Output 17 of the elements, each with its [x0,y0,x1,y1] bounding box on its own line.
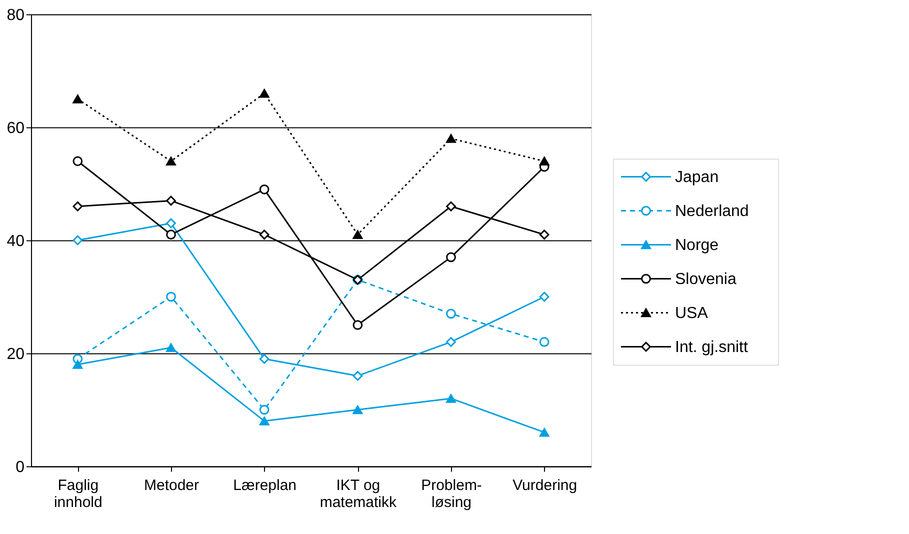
x-tick-label: IKT og matematikk [320,476,398,511]
legend-label: Int. gj.snitt [675,338,748,356]
y-tick-label: 0 [16,458,25,476]
y-tick-label: 80 [6,6,25,24]
x-tick-label: Læreplan [233,476,297,494]
x-tick-label: Vurdering [512,476,578,494]
y-tick-label: 40 [6,232,25,250]
legend-label: Slovenia [675,270,736,288]
legend-label: Japan [675,168,719,186]
y-tick-label: 60 [6,120,25,137]
x-tick-label: Faglig innhold [54,476,102,511]
x-tick-label: Metoder [144,476,200,494]
legend-label: Norge [675,236,719,254]
x-tick-label: Problem- løsing [421,476,482,511]
legend-label: Nederland [675,202,749,220]
legend-label: USA [675,304,708,322]
y-tick-label: 20 [6,346,25,363]
